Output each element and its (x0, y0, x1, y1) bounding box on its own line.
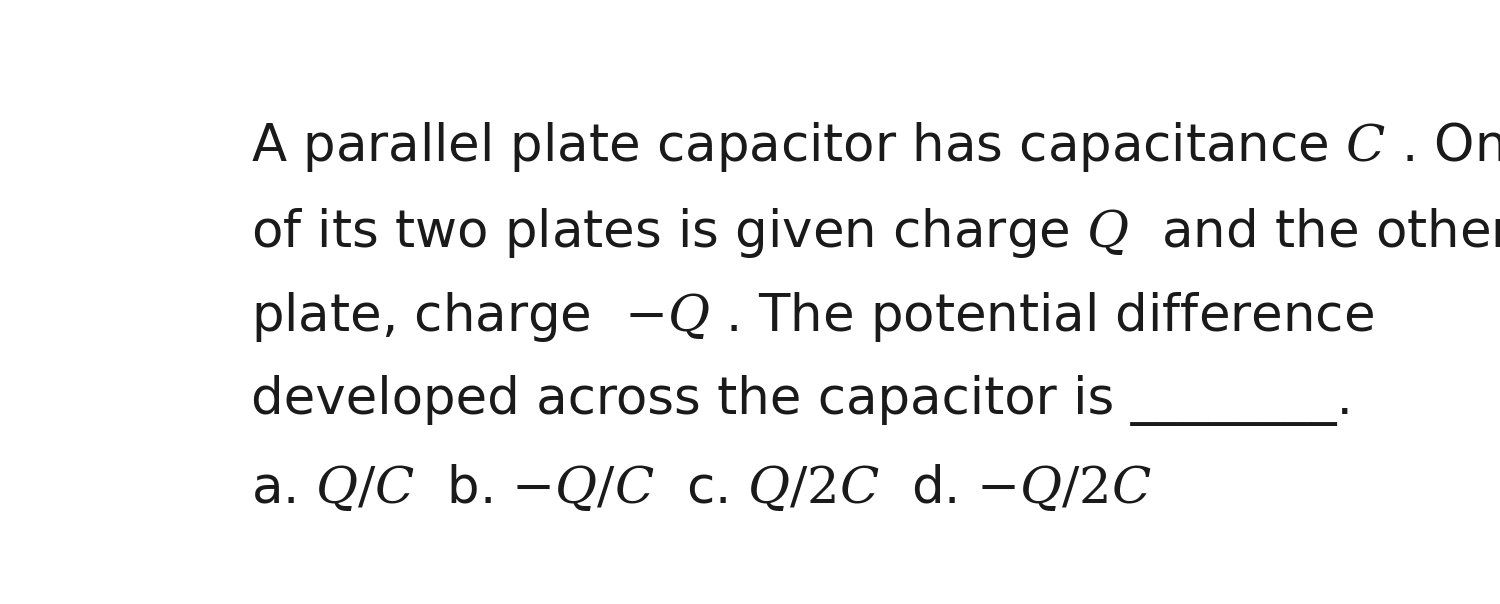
Text: a. $\mathit{Q/C}$  b. $-\mathit{Q/C}$  c. $\mathit{Q/2C}$  d. $-\mathit{Q/2C}$: a. $\mathit{Q/C}$ b. $-\mathit{Q/C}$ c. … (252, 463, 1152, 513)
Text: developed across the capacitor is ________.: developed across the capacitor is ______… (252, 375, 1353, 426)
Text: of its two plates is given charge $\mathit{Q}$  and the other: of its two plates is given charge $\math… (252, 206, 1500, 260)
Text: plate, charge  $-\mathit{Q}$ . The potential difference: plate, charge $-\mathit{Q}$ . The potent… (252, 289, 1374, 344)
Text: A parallel plate capacitor has capacitance $\mathit{C}$ . One: A parallel plate capacitor has capacitan… (252, 120, 1500, 174)
